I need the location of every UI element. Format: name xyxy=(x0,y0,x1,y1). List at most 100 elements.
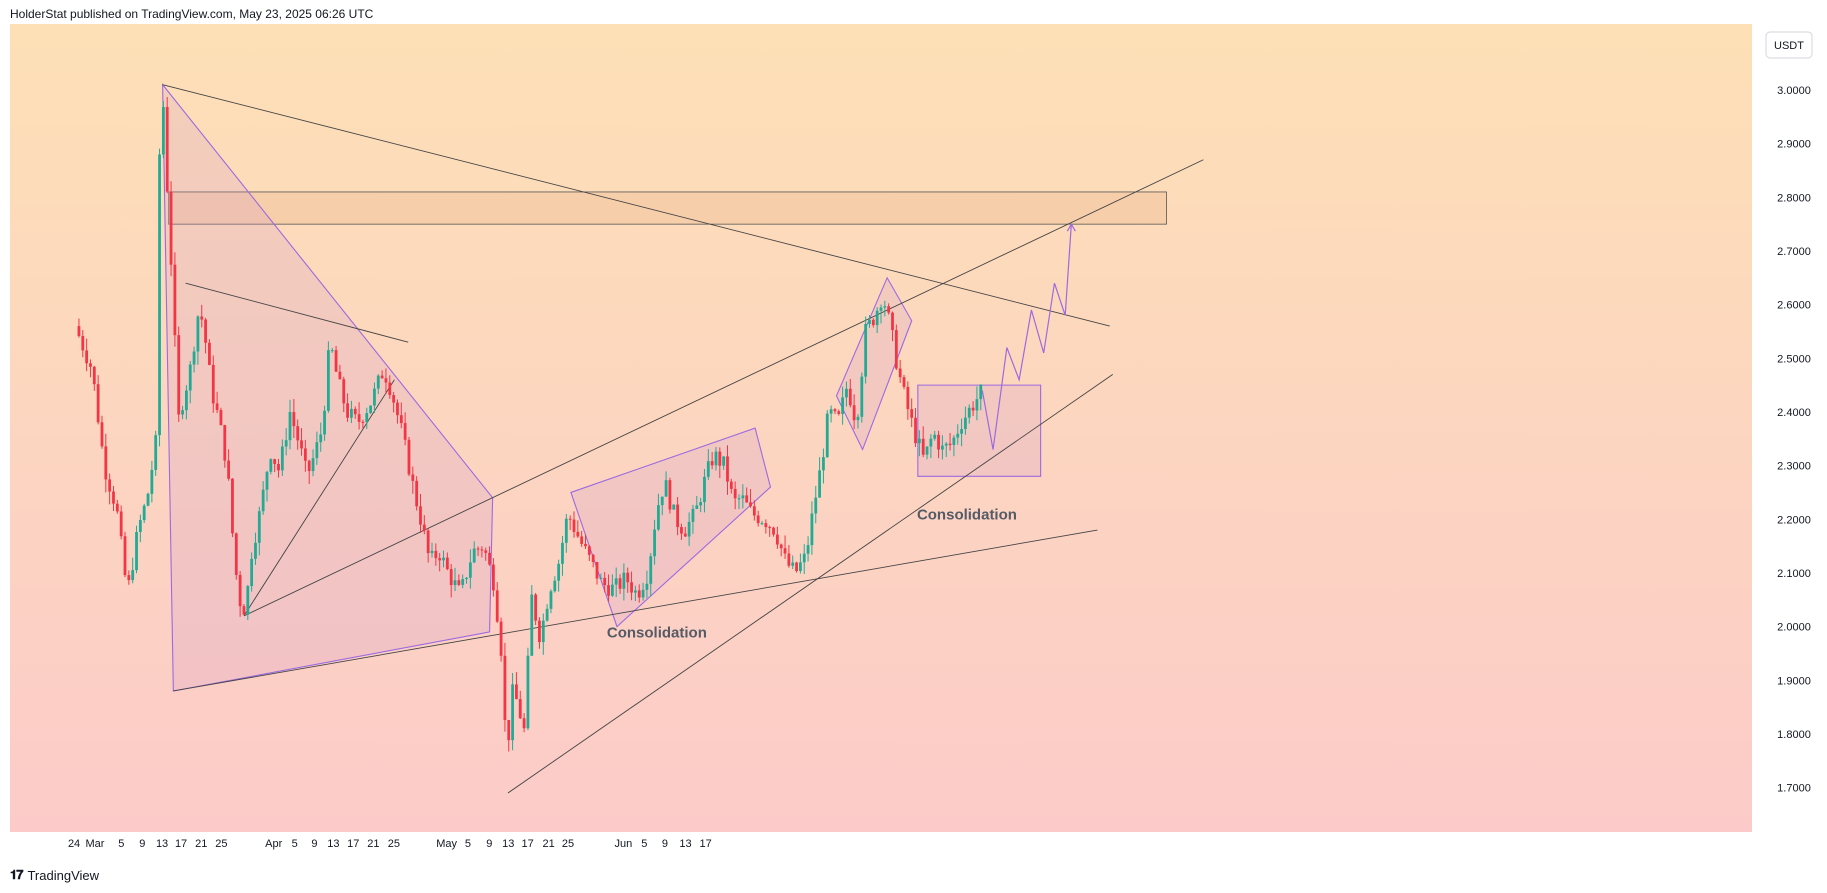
candle-body xyxy=(630,582,633,593)
x-tick-label: Jun xyxy=(615,838,633,850)
candle-body xyxy=(910,409,914,418)
forecast-arrowhead-icon xyxy=(1066,222,1076,232)
consolidation-box-pattern xyxy=(917,384,1042,477)
x-tick-label: 5 xyxy=(641,838,647,850)
candle-body xyxy=(104,446,108,480)
candle-body xyxy=(461,579,465,585)
y-tick-label: 1.7000 xyxy=(1777,783,1811,795)
candle-body xyxy=(522,718,526,729)
candle-body xyxy=(131,570,135,581)
candle-body xyxy=(265,471,269,490)
candle-body xyxy=(933,434,937,439)
candle-body xyxy=(645,583,649,590)
candle-body xyxy=(468,562,472,578)
candle-body xyxy=(135,531,138,571)
candle-body xyxy=(445,557,449,570)
rising-channel-1-pattern xyxy=(570,427,772,628)
currency-badge[interactable]: USDT xyxy=(1765,31,1813,59)
candle-body xyxy=(787,553,791,566)
candle-body xyxy=(457,580,461,585)
candle-body xyxy=(350,408,353,418)
candle-body xyxy=(200,316,204,320)
candle-body xyxy=(814,497,818,514)
candle-body xyxy=(722,456,726,466)
candle-body xyxy=(81,336,85,351)
candle-body xyxy=(699,502,703,506)
y-tick-label: 2.5000 xyxy=(1777,353,1811,365)
candle-body xyxy=(607,585,610,596)
candle-body xyxy=(353,408,357,415)
candle-body xyxy=(338,371,342,380)
candle-body xyxy=(775,534,779,545)
candle-body xyxy=(614,578,618,585)
candle-body xyxy=(526,655,530,729)
candle-body xyxy=(185,390,188,411)
candle-body xyxy=(257,511,261,543)
x-tick-label: 13 xyxy=(679,838,691,850)
candle-body xyxy=(975,399,979,411)
candle-body xyxy=(399,415,403,424)
candle-body xyxy=(791,562,795,566)
candle-body xyxy=(929,438,933,447)
candle-body xyxy=(822,457,825,471)
footer-branding[interactable]: 𝟏𝟕 TradingView xyxy=(10,867,99,883)
candle-body xyxy=(380,375,384,379)
candle-body xyxy=(319,434,323,443)
candle-body xyxy=(238,574,242,607)
candle-body xyxy=(112,491,115,504)
candle-body xyxy=(687,521,691,537)
candle-body xyxy=(530,594,534,656)
candle-body xyxy=(269,459,273,472)
candle-body xyxy=(430,550,434,554)
candle-body xyxy=(891,312,894,331)
candle-body xyxy=(948,443,952,445)
candle-body xyxy=(227,460,231,479)
candle-body xyxy=(864,323,868,377)
candle-body xyxy=(779,544,783,549)
candle-body xyxy=(158,154,161,436)
y-tick-label: 2.3000 xyxy=(1777,461,1811,473)
candle-body xyxy=(595,561,599,579)
candle-body xyxy=(871,319,875,326)
candle-body xyxy=(664,480,668,497)
candle-body xyxy=(964,417,967,430)
candle-body xyxy=(883,306,887,308)
candle-body xyxy=(940,445,944,450)
x-tick-label: 21 xyxy=(367,838,379,850)
candle-body xyxy=(165,107,169,192)
x-tick-label: 17 xyxy=(347,838,359,850)
trendline-6 xyxy=(507,374,1114,794)
candle-body xyxy=(837,411,841,414)
candle-body xyxy=(92,366,96,385)
candle-body xyxy=(683,533,687,537)
candle-body xyxy=(288,411,292,441)
candle-body xyxy=(422,524,426,531)
x-tick-label: 13 xyxy=(502,838,514,850)
x-tick-label: 17 xyxy=(522,838,534,850)
candle-body xyxy=(676,504,680,528)
x-tick-label: 9 xyxy=(662,838,668,850)
candle-body xyxy=(925,446,929,455)
candle-body xyxy=(223,425,227,461)
candle-body xyxy=(956,433,960,438)
candle-body xyxy=(610,584,614,596)
candle-body xyxy=(215,403,219,411)
x-tick-label: 5 xyxy=(292,838,298,850)
candle-body xyxy=(902,377,906,387)
candle-body xyxy=(138,520,142,532)
candle-body xyxy=(829,409,833,414)
currency-label: USDT xyxy=(1774,40,1804,52)
candle-body xyxy=(806,545,810,554)
candle-body xyxy=(154,435,158,470)
forecast-path xyxy=(981,224,1072,450)
candle-body xyxy=(622,572,626,589)
x-tick-label: Apr xyxy=(265,838,282,850)
candle-body xyxy=(668,480,672,510)
candle-body xyxy=(726,456,729,482)
trendline-4 xyxy=(243,379,395,617)
candle-body xyxy=(937,434,940,450)
y-tick-label: 2.1000 xyxy=(1777,568,1811,580)
candle-body xyxy=(411,474,415,481)
candle-body xyxy=(718,451,722,466)
